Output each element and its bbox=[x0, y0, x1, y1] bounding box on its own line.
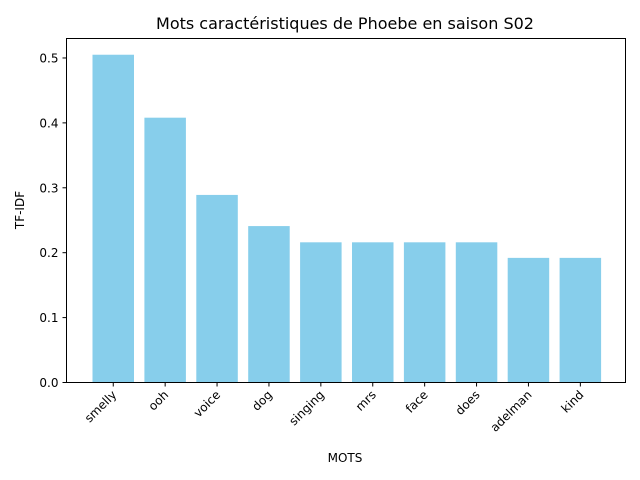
bar-adelman bbox=[507, 257, 550, 383]
y-tick-label: 0.4 bbox=[39, 116, 58, 130]
bar-does bbox=[455, 242, 498, 383]
bar-singing bbox=[300, 242, 342, 383]
x-axis-ticks: smelly ooh voice dog singing mrs face does adelm… bbox=[82, 382, 587, 435]
x-tick-label: dog bbox=[249, 388, 275, 414]
chart-title: Mots caractéristiques de Phoebe en saiso… bbox=[156, 14, 534, 33]
x-tick-label: smelly bbox=[82, 388, 120, 426]
bar-voice bbox=[196, 194, 238, 383]
x-tick-label: mrs bbox=[353, 388, 379, 414]
bar-dog bbox=[248, 226, 290, 383]
y-tick-label: 0.5 bbox=[39, 51, 58, 65]
y-axis-label: TF-IDF bbox=[13, 191, 27, 230]
plot-frame bbox=[66, 38, 626, 383]
x-tick-label: kind bbox=[559, 388, 587, 416]
bar-smelly bbox=[92, 54, 134, 383]
bars-group bbox=[92, 54, 602, 383]
x-axis-label: MOTS bbox=[328, 451, 363, 465]
y-tick-label: 0.2 bbox=[39, 246, 58, 260]
x-tick-label: face bbox=[403, 388, 431, 416]
x-tick-label: voice bbox=[191, 388, 223, 420]
x-tick-label: singing bbox=[286, 388, 327, 429]
x-tick-label: does bbox=[453, 388, 483, 418]
bar-kind bbox=[559, 257, 602, 383]
y-tick-label: 0.0 bbox=[39, 376, 58, 390]
bar-ooh bbox=[144, 117, 186, 383]
y-axis-ticks: 0.0 0.1 0.2 0.3 0.4 0.5 bbox=[39, 51, 67, 390]
x-tick-label: adelman bbox=[488, 388, 535, 435]
bar-face bbox=[403, 242, 446, 383]
bar-mrs bbox=[352, 242, 394, 383]
y-tick-label: 0.3 bbox=[39, 181, 58, 195]
x-tick-label: ooh bbox=[146, 388, 172, 414]
y-tick-label: 0.1 bbox=[39, 311, 58, 325]
